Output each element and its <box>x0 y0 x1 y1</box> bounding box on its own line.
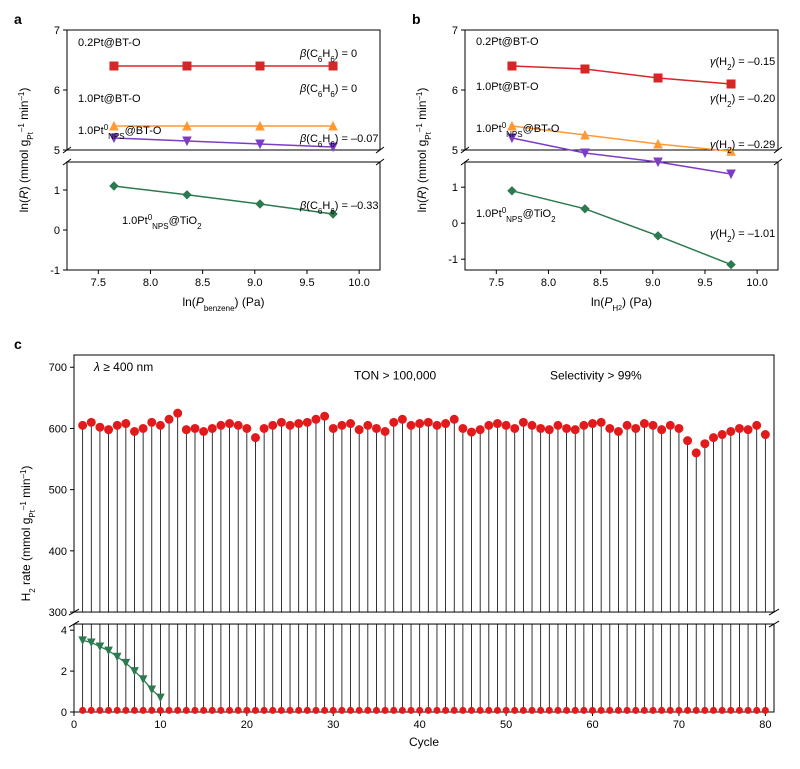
svg-text:10.0: 10.0 <box>348 277 369 289</box>
svg-text:9.5: 9.5 <box>697 277 712 289</box>
panel-a: 7.5 8.0 8.5 9.0 9.5 10.0 5 6 7 -1 0 1 ln(Pbenzene) (… <box>12 12 390 317</box>
svg-text:Cycle: Cycle <box>409 735 439 749</box>
svg-text:10: 10 <box>154 719 166 731</box>
plot-b: 7.5 8.0 8.5 9.0 9.5 10.0 5 6 7 -1 0 1 ln(PH2) (Pa) ln… <box>410 12 788 312</box>
svg-text:0: 0 <box>54 225 60 237</box>
svg-text:9.0: 9.0 <box>645 277 660 289</box>
svg-text:30: 30 <box>327 719 339 731</box>
svg-text:ln(R) (mmol gPt–1 min–1): ln(R) (mmol gPt–1 min–1) <box>415 88 433 213</box>
svg-text:0: 0 <box>61 707 67 719</box>
svg-text:β(C6H6) = 0: β(C6H6) = 0 <box>299 83 357 99</box>
svg-text:ln(Pbenzene) (Pa): ln(Pbenzene) (Pa) <box>182 295 264 312</box>
svg-text:600: 600 <box>49 423 67 435</box>
svg-text:-1: -1 <box>50 265 60 277</box>
svg-text:0.2Pt@BT-O: 0.2Pt@BT-O <box>476 36 539 48</box>
svg-text:8.0: 8.0 <box>541 277 556 289</box>
svg-text:β(C6H6) = –0.33: β(C6H6) = –0.33 <box>299 200 379 216</box>
svg-text:Selectivity > 99%: Selectivity > 99% <box>550 368 642 382</box>
svg-text:80: 80 <box>759 719 771 731</box>
svg-text:7.5: 7.5 <box>91 277 106 289</box>
svg-text:0: 0 <box>71 719 77 731</box>
svg-text:0: 0 <box>452 218 458 230</box>
svg-text:γ(H2) = –0.20: γ(H2) = –0.20 <box>710 93 775 109</box>
svg-text:ln(R) (mmol gPt–1 min–1): ln(R) (mmol gPt–1 min–1) <box>17 88 35 213</box>
svg-text:70: 70 <box>673 719 685 731</box>
svg-text:400: 400 <box>49 546 67 558</box>
svg-text:4: 4 <box>61 625 67 637</box>
panel-c: 0 10 20 30 40 50 60 70 80 300 400 500 600 700 0 2 4 Cycle… <box>12 337 788 757</box>
svg-text:8.0: 8.0 <box>143 277 158 289</box>
svg-text:H2 rate (mmol gPt–1 min–1): H2 rate (mmol gPt–1 min–1) <box>19 466 37 602</box>
svg-text:1.0Pt@BT-O: 1.0Pt@BT-O <box>476 81 539 93</box>
svg-text:λ ≥ 400 nm: λ ≥ 400 nm <box>93 360 153 374</box>
svg-text:a: a <box>14 12 22 27</box>
svg-text:c: c <box>14 337 22 352</box>
svg-text:5: 5 <box>54 145 60 157</box>
svg-text:6: 6 <box>54 85 60 97</box>
svg-text:300: 300 <box>49 607 67 619</box>
svg-text:TON > 100,000: TON > 100,000 <box>354 368 436 382</box>
svg-text:γ(H2) = –0.15: γ(H2) = –0.15 <box>710 56 775 72</box>
svg-text:50: 50 <box>500 719 512 731</box>
svg-text:6: 6 <box>452 85 458 97</box>
svg-text:1.0Pt0NPS@TiO2: 1.0Pt0NPS@TiO2 <box>122 213 202 231</box>
svg-text:9.0: 9.0 <box>247 277 262 289</box>
svg-text:1.0Pt@BT-O: 1.0Pt@BT-O <box>78 93 141 105</box>
svg-text:-1: -1 <box>448 254 458 266</box>
svg-text:0.2Pt@BT-O: 0.2Pt@BT-O <box>78 37 141 49</box>
plot-a: 7.5 8.0 8.5 9.0 9.5 10.0 5 6 7 -1 0 1 ln(Pbenzene) (… <box>12 12 390 312</box>
svg-text:1.0Pt0NPS@BT-O: 1.0Pt0NPS@BT-O <box>476 121 560 139</box>
svg-text:10.0: 10.0 <box>746 277 767 289</box>
svg-text:40: 40 <box>414 719 426 731</box>
svg-text:7: 7 <box>452 25 458 37</box>
svg-text:1: 1 <box>54 185 60 197</box>
svg-text:2: 2 <box>61 666 67 678</box>
svg-text:ln(PH2) (Pa): ln(PH2) (Pa) <box>591 295 652 312</box>
plot-c: 0 10 20 30 40 50 60 70 80 300 400 500 600 700 0 2 4 Cycle… <box>12 337 788 752</box>
svg-text:γ(H2) = –1.01: γ(H2) = –1.01 <box>710 228 775 244</box>
svg-text:7: 7 <box>54 25 60 37</box>
svg-text:700: 700 <box>49 362 67 374</box>
svg-text:b: b <box>412 12 421 27</box>
svg-text:1.0Pt0NPS@BT-O: 1.0Pt0NPS@BT-O <box>78 123 162 141</box>
svg-text:1.0Pt0NPS@TiO2: 1.0Pt0NPS@TiO2 <box>476 206 556 224</box>
panel-b: 7.5 8.0 8.5 9.0 9.5 10.0 5 6 7 -1 0 1 ln(PH2) (Pa) ln… <box>410 12 788 317</box>
svg-text:5: 5 <box>452 145 458 157</box>
svg-text:7.5: 7.5 <box>489 277 504 289</box>
svg-text:γ(H2) = –0.29: γ(H2) = –0.29 <box>710 139 775 155</box>
svg-text:60: 60 <box>586 719 598 731</box>
svg-text:9.5: 9.5 <box>299 277 314 289</box>
svg-text:500: 500 <box>49 485 67 497</box>
svg-text:β(C6H6) = 0: β(C6H6) = 0 <box>299 48 357 64</box>
svg-text:20: 20 <box>241 719 253 731</box>
svg-text:1: 1 <box>452 182 458 194</box>
svg-text:8.5: 8.5 <box>195 277 210 289</box>
svg-text:8.5: 8.5 <box>593 277 608 289</box>
